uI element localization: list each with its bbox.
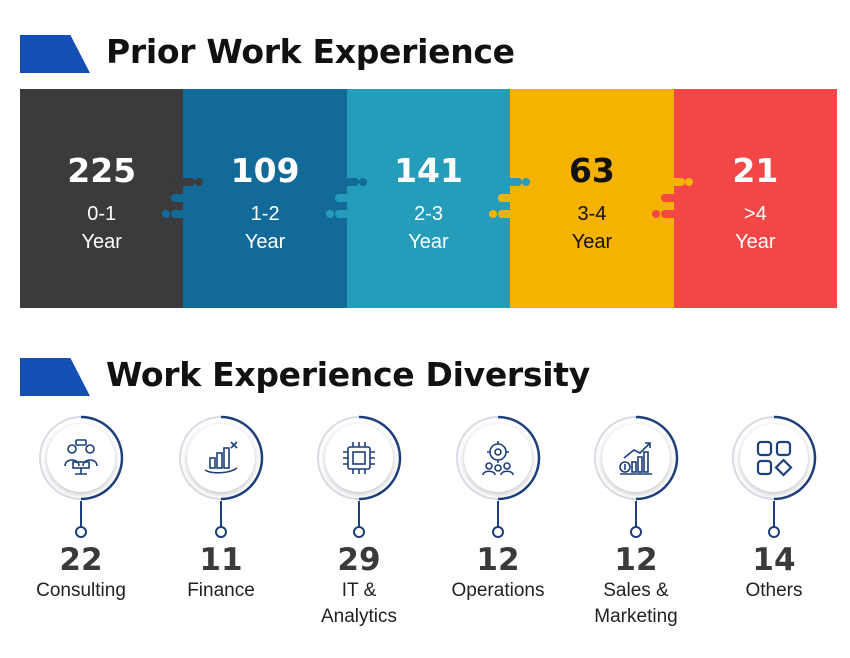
experience-unit: Year <box>735 231 776 253</box>
experience-range: 3-4 <box>577 203 607 225</box>
experience-count: 225 <box>67 151 137 190</box>
experience-segment-0-1: 225 0-1 Year <box>20 89 184 308</box>
stem-line <box>635 501 637 527</box>
consulting-icon <box>64 439 98 475</box>
diversity-title: Work Experience Diversity <box>106 355 590 394</box>
experience-segment-over-4: 21 >4 Year <box>673 89 838 308</box>
growth-chart-icon <box>619 442 652 475</box>
stem-line <box>497 501 499 527</box>
experience-count: 63 <box>568 151 615 190</box>
diversity-count: 14 <box>752 542 796 578</box>
diversity-label: Sales & Marketing <box>594 580 678 627</box>
stem-line <box>773 501 775 527</box>
experience-count: 21 <box>732 151 779 190</box>
stem-line <box>220 501 222 527</box>
diversity-count: 11 <box>199 542 243 578</box>
experience-range: 2-3 <box>414 203 443 225</box>
ring-arc <box>594 415 679 501</box>
diversity-item-sales-marketing: 12 Sales & Marketing <box>567 415 705 630</box>
diversity-item-consulting: 22 Consulting <box>12 415 150 604</box>
diversity-label: Finance <box>187 580 255 601</box>
experience-unit: Year <box>81 231 122 253</box>
experience-range: 0-1 <box>87 203 117 225</box>
stem-dot <box>215 526 227 538</box>
connector-icon <box>489 178 530 218</box>
stem-dot <box>353 526 365 538</box>
stem-line <box>80 501 82 527</box>
prior-experience-heading: Prior Work Experience <box>20 32 515 74</box>
prior-experience-title: Prior Work Experience <box>106 32 515 71</box>
stem-dot <box>75 526 87 538</box>
diversity-count: 22 <box>59 542 103 578</box>
diversity-list: 22 Consulting 11 Finance <box>12 415 842 645</box>
ring-arc <box>39 415 124 501</box>
ring-arc <box>456 415 541 501</box>
ring-arc <box>732 415 817 501</box>
chip-icon <box>343 442 375 474</box>
connector-icon <box>652 178 693 218</box>
experience-unit: Year <box>408 231 449 253</box>
ring-arc <box>317 415 402 501</box>
diversity-count: 12 <box>614 542 658 578</box>
diversity-item-others: 14 Others <box>705 415 843 604</box>
diversity-label: IT & Analytics <box>320 580 398 627</box>
title-flag-icon <box>20 35 90 73</box>
diversity-label: Others <box>745 580 803 601</box>
apps-grid-icon <box>756 440 793 477</box>
finance-icon <box>204 441 238 474</box>
diversity-count: 12 <box>476 542 520 578</box>
experience-segment-2-3: 141 2-3 Year <box>346 89 511 308</box>
diversity-item-it-analytics: 29 IT & Analytics <box>290 415 428 630</box>
diversity-count: 29 <box>337 542 381 578</box>
experience-segment-1-2: 109 1-2 Year <box>183 89 347 308</box>
experience-segment-3-4: 63 3-4 Year <box>510 89 674 308</box>
diversity-item-operations: 12 Operations <box>429 415 567 604</box>
diversity-label: Operations <box>451 580 545 601</box>
connector-icon <box>162 178 203 218</box>
experience-count: 109 <box>230 151 300 190</box>
experience-unit: Year <box>571 231 613 253</box>
experience-range: 1-2 <box>250 203 280 225</box>
diversity-heading: Work Experience Diversity <box>20 355 590 397</box>
diversity-item-finance: 11 Finance <box>152 415 290 604</box>
experience-band: 225 0-1 Year 109 1-2 Year 141 2-3 Year 6… <box>20 89 838 308</box>
diversity-label: Consulting <box>36 580 126 601</box>
stem-dot <box>768 526 780 538</box>
experience-count: 141 <box>394 151 463 190</box>
connector-icon <box>326 178 367 218</box>
stem-dot <box>492 526 504 538</box>
experience-range: >4 <box>743 203 767 225</box>
experience-unit: Year <box>244 231 286 253</box>
title-flag-icon <box>20 358 90 396</box>
stem-dot <box>630 526 642 538</box>
ring-arc <box>179 415 264 501</box>
operations-icon <box>482 441 514 476</box>
stem-line <box>358 501 360 527</box>
